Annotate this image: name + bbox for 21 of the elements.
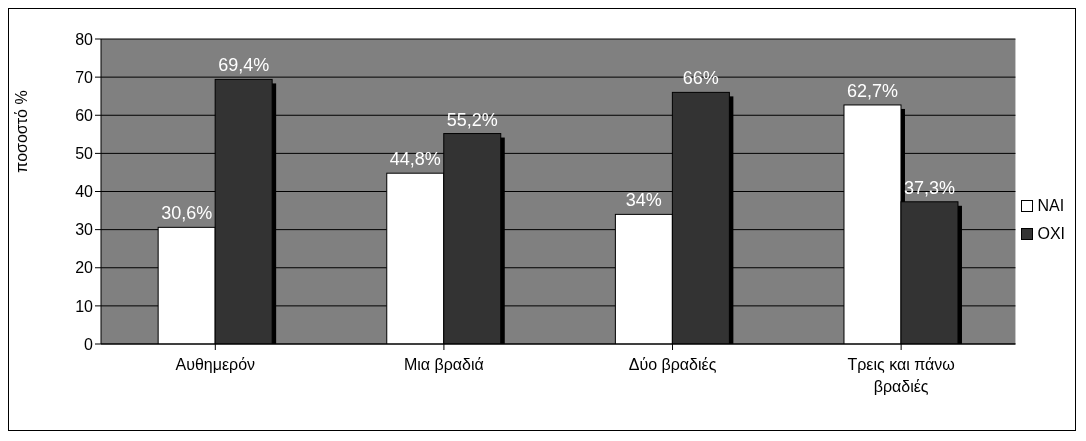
y-tick-label: 10 (75, 297, 94, 315)
y-tick-label: 40 (75, 183, 94, 201)
legend-label: ΟΧΙ (1037, 224, 1065, 243)
data-label: 69,4% (218, 55, 270, 76)
data-label: 34% (625, 190, 662, 211)
x-tick-label: Μια βραδιά (403, 356, 484, 373)
data-label: 44,8% (389, 149, 441, 170)
data-label: 30,6% (161, 203, 213, 224)
y-tick-label: 70 (75, 68, 94, 86)
y-tick-label: 80 (75, 30, 94, 48)
x-tick-label: Δύο βραδιές (628, 356, 717, 373)
data-label: 62,7% (846, 80, 898, 101)
y-axis-title: ποσοστό % (12, 90, 30, 173)
legend-label: ΝΑΙ (1037, 196, 1065, 215)
y-tick-label: 50 (75, 145, 94, 163)
x-tick-label: Τρεις και πάνω βραδιές (847, 356, 955, 395)
y-tick-label: 30 (75, 221, 94, 239)
y-tick-label: 20 (75, 259, 94, 277)
x-tick-label: Αυθημερόν (175, 356, 256, 373)
y-tick-label: 0 (84, 335, 94, 353)
y-tick-label: 60 (75, 106, 94, 124)
